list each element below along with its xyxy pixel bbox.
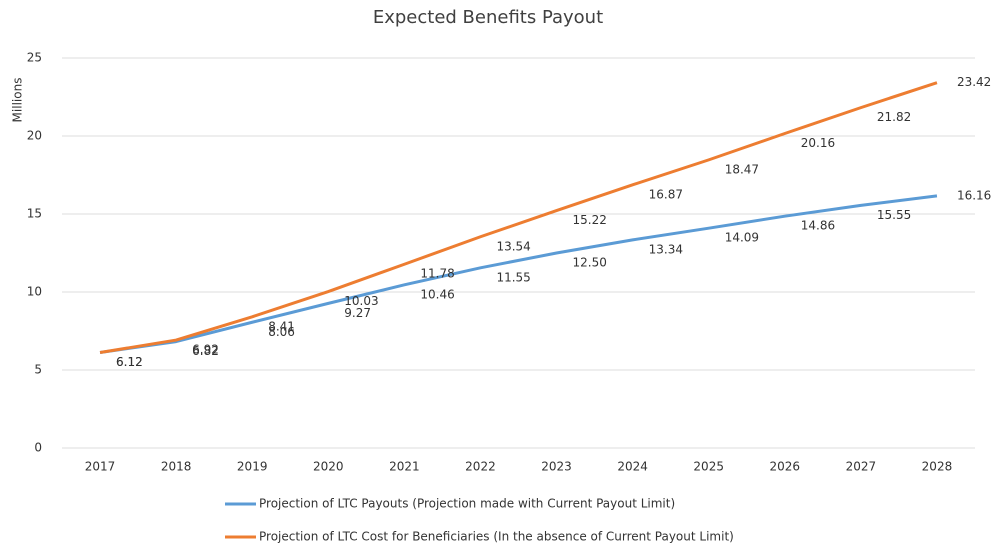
data-label: 6.12 [116,355,143,369]
x-tick-label: 2025 [693,460,724,474]
data-label: 15.55 [877,208,911,222]
data-label: 6.92 [192,343,219,357]
legend-label: Projection of LTC Payouts (Projection ma… [259,497,675,511]
series-line [99,81,938,355]
x-tick-label: 2017 [85,460,116,474]
chart-title: Expected Benefits Payout [373,7,603,28]
x-tick-label: 2019 [237,460,268,474]
data-label: 6.82 [192,344,219,358]
data-label: 8.06 [268,325,295,339]
series-line [99,194,938,355]
x-tick-label: 2020 [313,460,344,474]
data-label: 14.09 [725,231,759,245]
data-label: 9.27 [344,306,371,320]
y-tick-label: 20 [27,129,42,143]
data-label: 18.47 [725,162,759,176]
data-label: 16.87 [649,187,683,201]
data-label: 14.86 [801,219,835,233]
x-tick-label: 2018 [161,460,192,474]
data-label: 10.03 [344,294,378,308]
data-label: 6.12 [116,355,143,369]
data-label: 20.16 [801,136,835,150]
x-tick-label: 2022 [465,460,496,474]
x-tick-label: 2024 [617,460,648,474]
data-label: 23.42 [957,75,991,89]
y-tick-label: 25 [27,51,42,65]
data-label: 11.78 [420,267,454,281]
data-label: 13.54 [496,239,530,253]
y-tick-label: 5 [34,363,42,377]
y-tick-label: 10 [27,285,42,299]
data-label: 11.55 [496,270,530,284]
x-tick-label: 2021 [389,460,420,474]
y-tick-label: 0 [34,441,42,455]
data-label: 13.34 [649,242,683,256]
x-tick-label: 2027 [846,460,877,474]
data-label: 15.22 [573,213,607,227]
y-axis-label: Millions [11,78,25,123]
data-label: 12.50 [573,256,607,270]
legend-label: Projection of LTC Cost for Beneficiaries… [259,530,734,544]
y-tick-label: 15 [27,207,42,221]
data-label: 10.46 [420,287,454,301]
data-label: 8.41 [268,319,295,333]
data-label: 21.82 [877,110,911,124]
x-tick-label: 2023 [541,460,572,474]
x-tick-label: 2028 [922,460,953,474]
x-tick-label: 2026 [770,460,801,474]
data-label: 16.16 [957,188,991,202]
